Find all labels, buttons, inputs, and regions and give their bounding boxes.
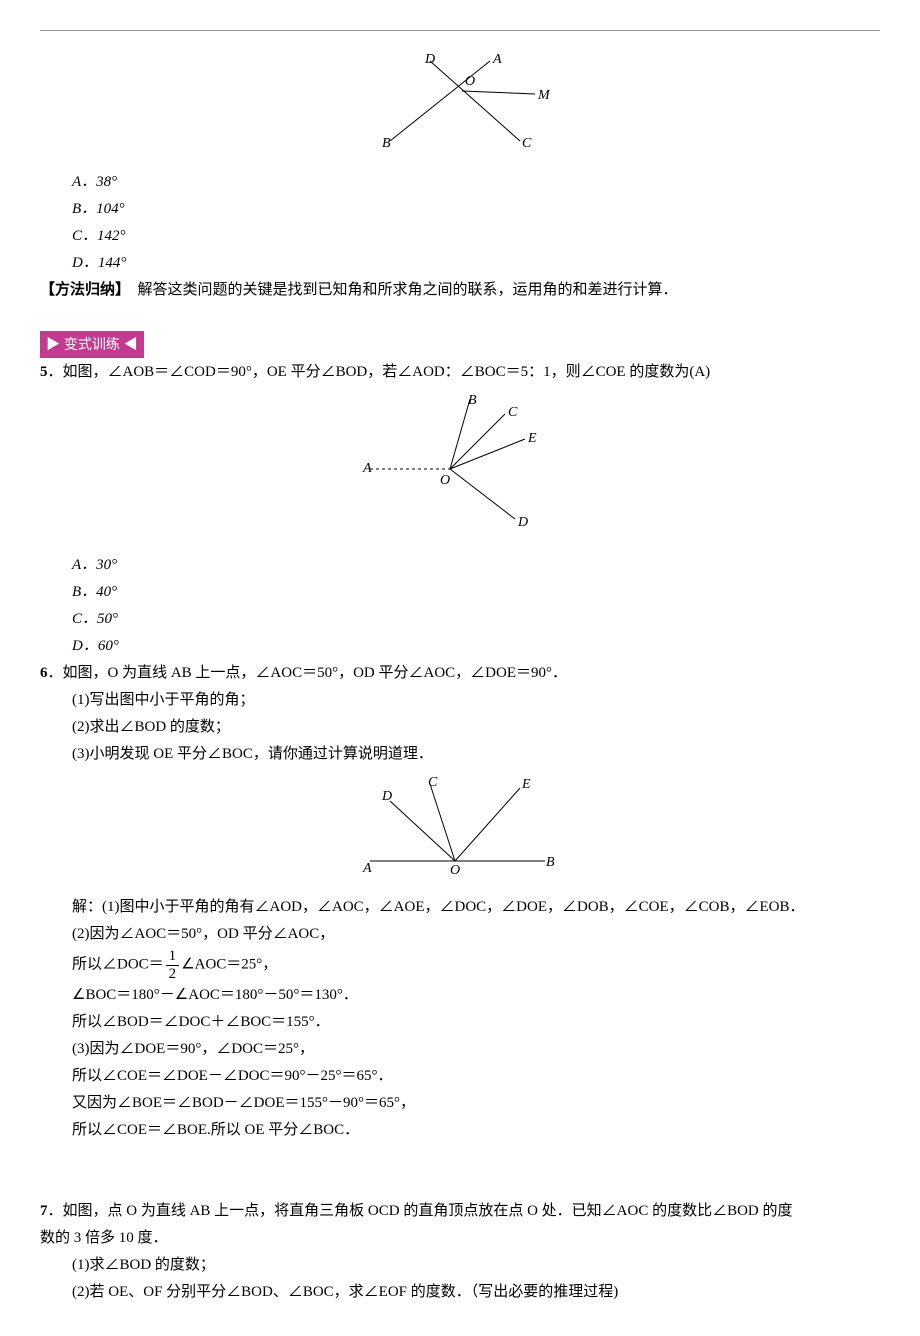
q6-sub3: (3)小明发现 OE 平分∠BOC，请你通过计算说明道理． — [40, 741, 880, 768]
q6-sol3b: 所以∠COE＝∠DOE－∠DOC＝90°－25°＝65°． — [40, 1063, 880, 1090]
label-A: A — [362, 461, 372, 476]
section-tag-wrap: ▶ 变式训练 ◀ — [40, 331, 880, 359]
q6-sub2: (2)求出∠BOD 的度数； — [40, 714, 880, 741]
q6-sub1: (1)写出图中小于平角的角； — [40, 687, 880, 714]
q5-num: 5 — [40, 364, 48, 380]
q6-diagram: A O B D C E — [40, 776, 880, 886]
q4-option-B: B．104° — [40, 196, 880, 223]
q6-text: ．如图，O 为直线 AB 上一点，∠AOC＝50°，OD 平分∠AOC，∠DOE… — [48, 665, 568, 681]
q5-diagram: A O B C E D — [40, 394, 880, 544]
q4-diagram: D A O M B C — [40, 51, 880, 161]
q5-text: ．如图，∠AOB＝∠COD＝90°，OE 平分∠BOD，若∠AOD：∠BOC＝5… — [48, 364, 711, 380]
label-D: D — [381, 789, 392, 804]
q4-option-C: C．142° — [40, 223, 880, 250]
label-C: C — [508, 405, 518, 420]
fraction-half: 12 — [166, 948, 180, 982]
label-A: A — [362, 861, 372, 876]
q6: 6．如图，O 为直线 AB 上一点，∠AOC＝50°，OD 平分∠AOC，∠DO… — [40, 660, 880, 687]
label-O: O — [440, 473, 450, 488]
q6-sol2d: 所以∠BOD＝∠DOC＋∠BOC＝155°． — [40, 1009, 880, 1036]
label-C: C — [428, 776, 438, 790]
label-E: E — [527, 431, 537, 446]
q6-sol3c: 又因为∠BOE＝∠BOD－∠DOE＝155°－90°＝65°， — [40, 1090, 880, 1117]
q7-sub1: (1)求∠BOD 的度数； — [40, 1252, 880, 1279]
label-O: O — [450, 863, 460, 876]
q6-sol2c: ∠BOC＝180°－∠AOC＝180°－50°＝130°． — [40, 982, 880, 1009]
method-label: 【方法归纳】 — [40, 282, 123, 298]
label-B: B — [546, 855, 555, 870]
q6-sol3a: (3)因为∠DOE＝90°，∠DOC＝25°， — [40, 1036, 880, 1063]
q5-option-C: C．50° — [40, 606, 880, 633]
label-E: E — [521, 777, 531, 792]
q7-text1: ．如图，点 O 为直线 AB 上一点，将直角三角板 OCD 的直角顶点放在点 O… — [48, 1203, 793, 1219]
q6-sol2a: (2)因为∠AOC＝50°，OD 平分∠AOC， — [40, 921, 880, 948]
q4-option-D: D．144° — [40, 250, 880, 277]
q5-option-B: B．40° — [40, 579, 880, 606]
section-tag: ▶ 变式训练 ◀ — [40, 331, 144, 358]
sol-label: 解： — [72, 899, 102, 915]
q7-num: 7 — [40, 1203, 48, 1219]
q6-sol1: 解：(1)图中小于平角的角有∠AOD，∠AOC，∠AOE，∠DOC，∠DOE，∠… — [40, 894, 880, 921]
label-A: A — [492, 52, 502, 67]
label-B: B — [382, 136, 391, 151]
q6-sol2b: 所以∠DOC＝12∠AOC＝25°， — [40, 948, 880, 982]
q5-option-D: D．60° — [40, 633, 880, 660]
label-O: O — [465, 74, 475, 89]
label-D: D — [517, 515, 528, 530]
q6-sol3d: 所以∠COE＝∠BOE.所以 OE 平分∠BOC． — [40, 1117, 880, 1144]
label-C: C — [522, 136, 532, 151]
q5-option-A: A．30° — [40, 552, 880, 579]
q5: 5．如图，∠AOB＝∠COD＝90°，OE 平分∠BOD，若∠AOD：∠BOC＝… — [40, 359, 880, 386]
label-M: M — [537, 88, 550, 103]
label-B: B — [468, 394, 477, 408]
top-rule — [40, 30, 880, 31]
q4-option-A: A．38° — [40, 169, 880, 196]
label-D: D — [424, 52, 435, 67]
q7-line1: 7．如图，点 O 为直线 AB 上一点，将直角三角板 OCD 的直角顶点放在点 … — [40, 1198, 880, 1225]
method-text: 解答这类问题的关键是找到已知角和所求角之间的联系，运用角的和差进行计算． — [123, 282, 678, 298]
q6-num: 6 — [40, 665, 48, 681]
q7-line2: 数的 3 倍多 10 度． — [40, 1225, 880, 1252]
method-summary: 【方法归纳】 解答这类问题的关键是找到已知角和所求角之间的联系，运用角的和差进行… — [40, 277, 880, 304]
